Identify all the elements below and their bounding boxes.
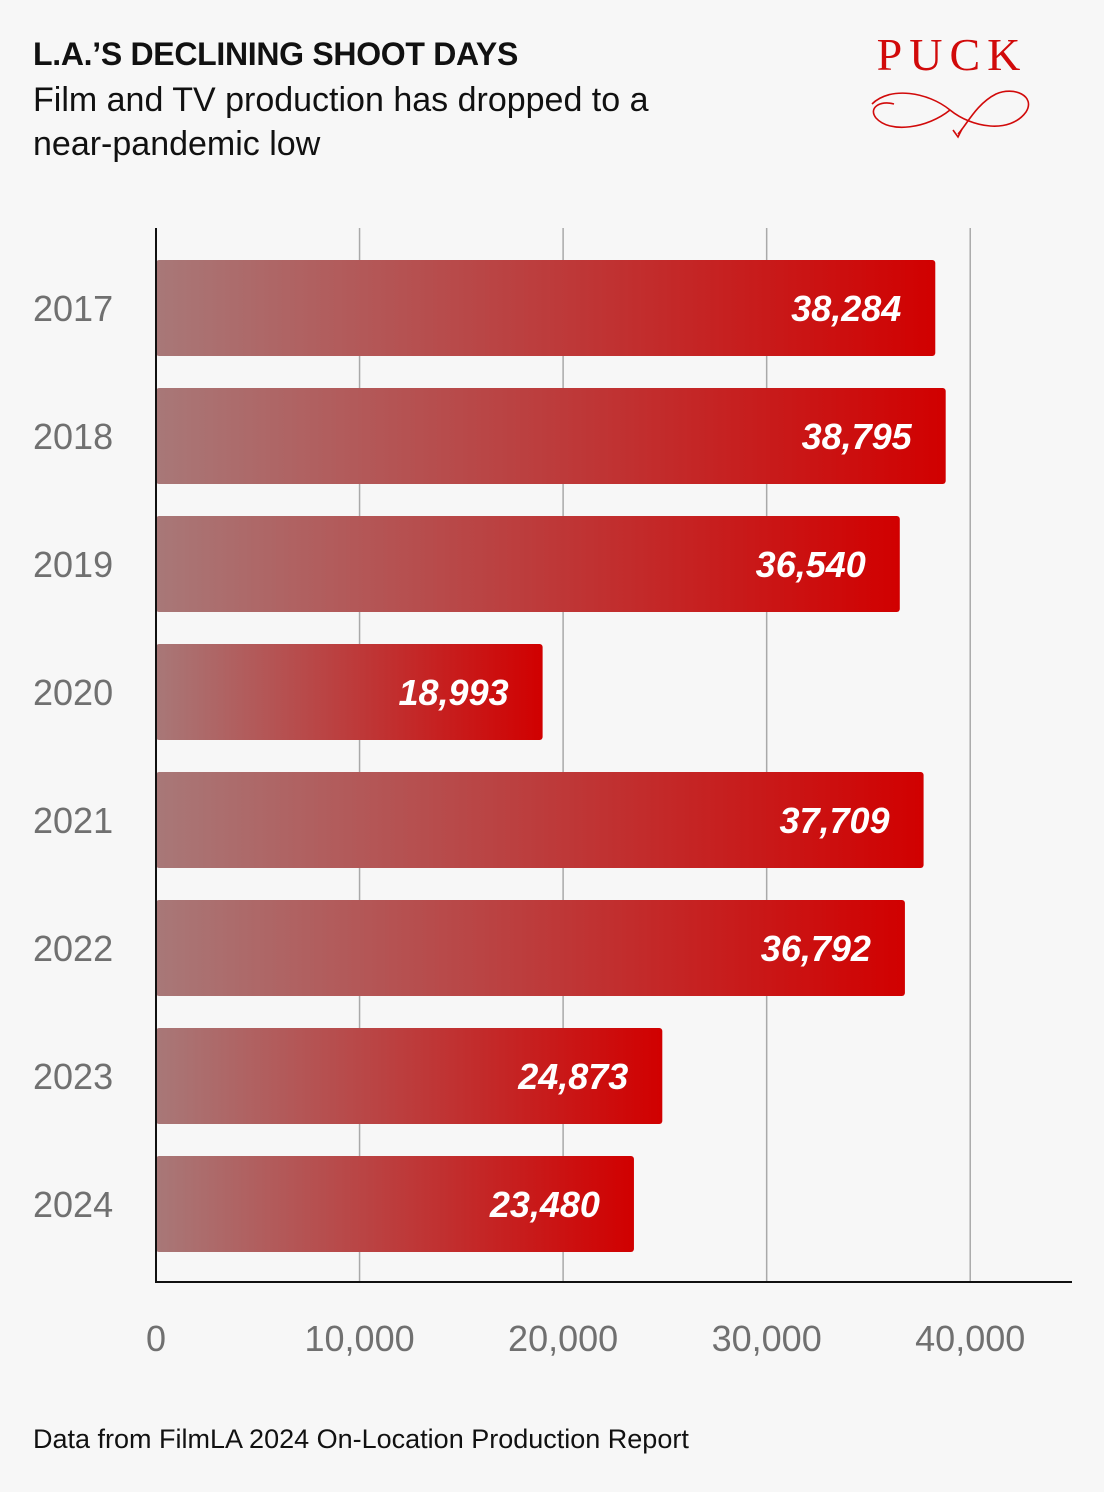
chart-subtitle: Film and TV production has dropped to a … — [33, 81, 649, 163]
category-label-2022: 2022 — [33, 928, 113, 969]
bar-2018 — [156, 388, 946, 484]
category-label-2018: 2018 — [33, 416, 113, 457]
category-label-2020: 2020 — [33, 672, 113, 713]
source-note: Data from FilmLA 2024 On-Location Produc… — [33, 1424, 689, 1454]
bar-2022 — [156, 900, 905, 996]
bar-value-label-2024: 23,480 — [489, 1184, 600, 1225]
bar-2017 — [156, 260, 936, 356]
bar-2021 — [156, 772, 924, 868]
puck-logo: PUCK — [828, 30, 1076, 150]
bar-value-label-2017: 38,284 — [791, 288, 901, 329]
bar-value-label-2023: 24,873 — [517, 1056, 628, 1097]
logo-wordmark: PUCK — [876, 29, 1028, 80]
category-label-2017: 2017 — [33, 288, 113, 329]
category-label-2021: 2021 — [33, 800, 113, 841]
bar-value-label-2021: 37,709 — [779, 800, 889, 841]
bar-2023 — [156, 1028, 663, 1124]
x-tick-label-40000: 40,000 — [915, 1318, 1025, 1359]
bar-2020 — [156, 644, 543, 740]
category-label-2023: 2023 — [33, 1056, 113, 1097]
x-tick-label-0: 0 — [146, 1318, 166, 1359]
bar-value-label-2022: 36,792 — [761, 928, 871, 969]
bar-value-label-2020: 18,993 — [399, 672, 509, 713]
x-tick-label-30000: 30,000 — [712, 1318, 822, 1359]
bar-2024 — [156, 1156, 634, 1252]
category-label-2024: 2024 — [33, 1184, 113, 1225]
category-label-2019: 2019 — [33, 544, 113, 585]
x-tick-label-10000: 10,000 — [305, 1318, 415, 1359]
logo-flourish-icon — [871, 90, 1030, 139]
x-tick-label-20000: 20,000 — [508, 1318, 618, 1359]
axes: 0 10,000 20,000 30,000 40,000 — [146, 228, 1072, 1359]
bar-2019 — [156, 516, 900, 612]
chart-title: L.A.’S DECLINING SHOOT DAYS — [33, 36, 518, 72]
bar-chart: 38,284 2017 38,795 2018 36,540 2019 18,993 2020… — [33, 228, 1072, 1359]
bars: 38,284 2017 38,795 2018 36,540 2019 18,993 2020… — [33, 260, 946, 1252]
bar-value-label-2018: 38,795 — [802, 416, 913, 457]
bar-value-label-2019: 36,540 — [756, 544, 866, 585]
